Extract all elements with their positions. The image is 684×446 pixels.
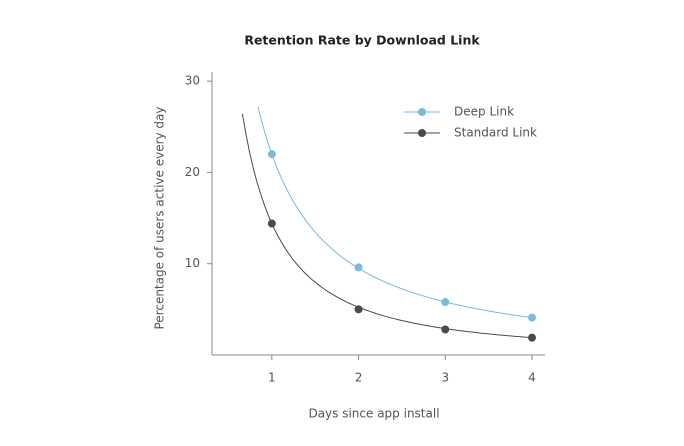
data-point bbox=[441, 325, 450, 334]
x-tick-label: 1 bbox=[268, 371, 276, 385]
y-axis-label: Percentage of users active every day bbox=[153, 106, 167, 329]
data-point bbox=[441, 298, 450, 307]
data-point bbox=[354, 263, 363, 272]
data-point bbox=[527, 333, 536, 342]
trend-line bbox=[257, 106, 533, 319]
y-tick-label: 30 bbox=[185, 74, 200, 88]
data-point bbox=[267, 150, 276, 159]
x-tick-label: 4 bbox=[528, 371, 536, 385]
chart-title: Retention Rate by Download Link bbox=[244, 33, 480, 48]
trend-line bbox=[241, 113, 533, 339]
x-tick-label: 2 bbox=[355, 371, 363, 385]
legend-marker bbox=[418, 129, 426, 137]
data-point bbox=[267, 219, 276, 228]
data-point bbox=[354, 305, 363, 314]
x-axis-label: Days since app install bbox=[308, 407, 439, 421]
y-tick-label: 10 bbox=[185, 256, 200, 270]
data-point bbox=[527, 313, 536, 322]
legend-label: Deep Link bbox=[454, 105, 514, 119]
legend-marker bbox=[418, 108, 426, 116]
y-tick-label: 20 bbox=[185, 165, 200, 179]
x-tick-label: 3 bbox=[441, 371, 449, 385]
legend-label: Standard Link bbox=[454, 126, 537, 140]
